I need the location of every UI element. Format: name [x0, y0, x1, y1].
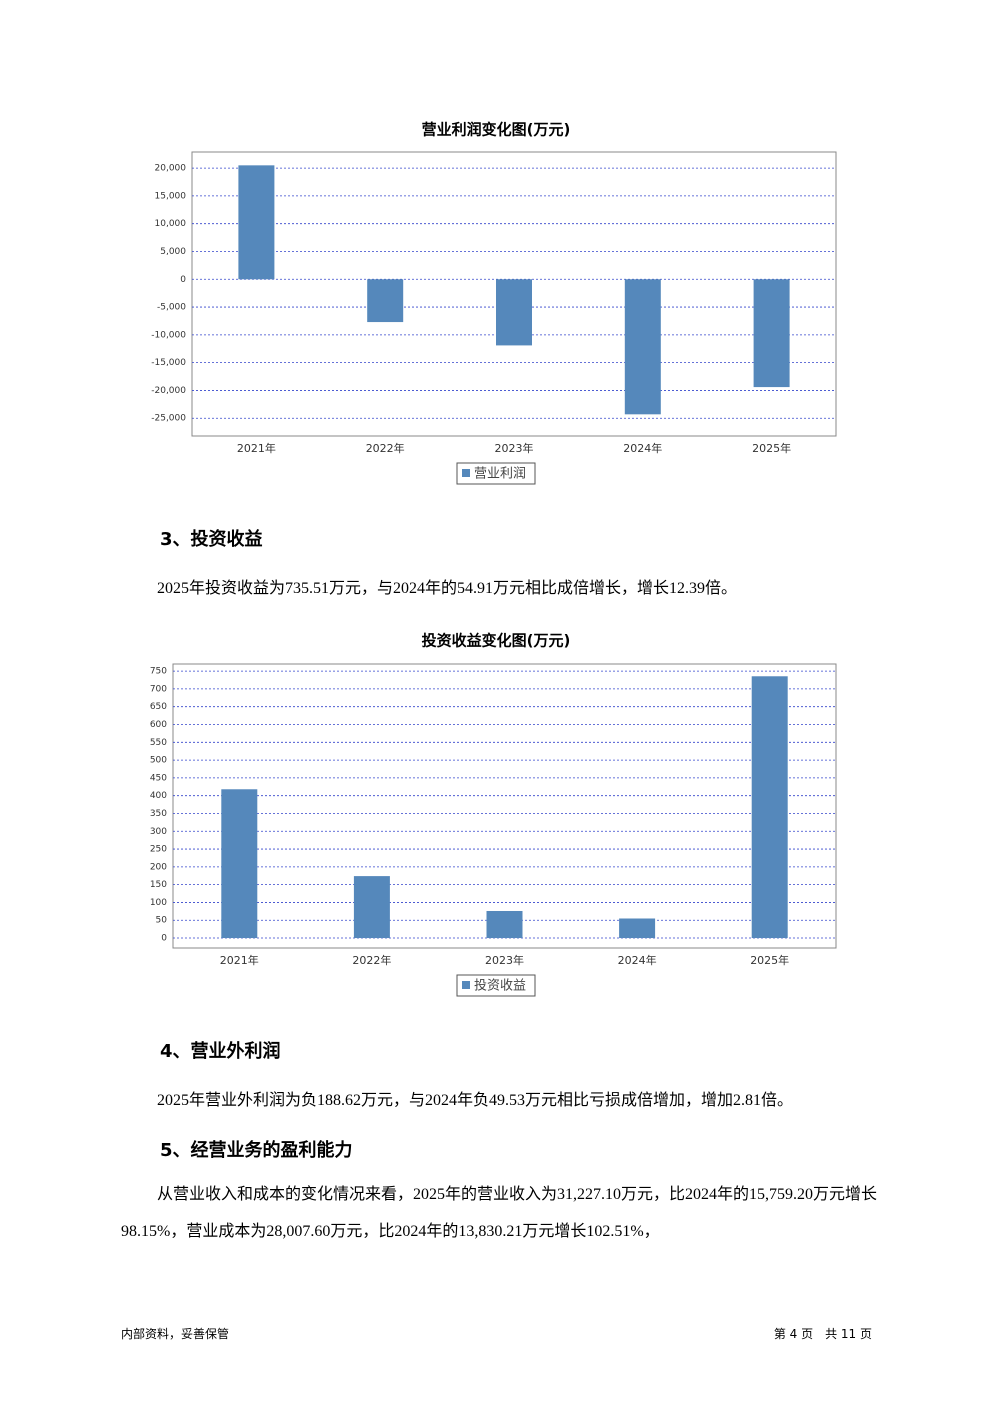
x-tick-label: 2022年: [352, 953, 391, 967]
paragraph: 从营业收入和成本的变化情况来看，2025年的营业收入为31,227.10万元，比…: [121, 1186, 878, 1240]
legend-label: 营业利润: [474, 467, 526, 482]
y-tick-label: 750: [150, 667, 167, 677]
x-tick-label: 2023年: [485, 953, 524, 967]
y-tick-label: 300: [150, 827, 167, 837]
y-tick-label: 700: [150, 684, 167, 694]
legend-label: 投资收益: [474, 978, 526, 994]
y-tick-label: 250: [150, 845, 167, 855]
y-tick-label: -5,000: [157, 303, 186, 313]
bar: [221, 789, 258, 939]
y-tick-label: 400: [150, 791, 167, 801]
heading: 3、投资收益: [160, 529, 263, 550]
bar: [496, 279, 532, 346]
bar: [751, 676, 788, 939]
legend-box: [456, 462, 536, 485]
y-tick-label: 650: [150, 702, 167, 712]
y-tick-label: 100: [150, 898, 167, 908]
y-tick-label: 20,000: [155, 164, 187, 174]
y-tick-label: -10,000: [151, 330, 186, 340]
y-tick-label: 50: [156, 916, 168, 926]
y-tick-label: 10,000: [155, 219, 187, 229]
paragraph: 2025年营业外利润为负188.62万元，与2024年负49.53万元相比亏损成…: [157, 1092, 794, 1109]
x-tick-label: 2021年: [237, 441, 276, 455]
bar: [238, 165, 275, 280]
x-tick-label: 2023年: [495, 441, 534, 455]
bar: [624, 279, 661, 415]
x-tick-label: 2025年: [752, 441, 791, 455]
y-tick-label: -25,000: [151, 414, 186, 424]
legend-swatch: [462, 981, 470, 989]
bar: [353, 876, 390, 939]
bar: [753, 279, 790, 388]
x-tick-label: 2025年: [750, 953, 789, 967]
y-tick-label: -15,000: [151, 358, 186, 368]
legend-box: [456, 974, 536, 997]
bar: [486, 910, 523, 939]
y-tick-label: 0: [180, 275, 186, 285]
x-tick-label: 2024年: [623, 441, 662, 455]
bar: [619, 918, 656, 939]
heading: 4、营业外利润: [160, 1041, 281, 1062]
y-tick-label: 15,000: [155, 191, 187, 201]
y-tick-label: 450: [150, 773, 167, 783]
y-tick-label: 150: [150, 880, 167, 890]
footer-right: 第 4 页 共 11 页: [773, 1327, 872, 1341]
y-tick-label: 550: [150, 738, 167, 748]
chart-title: 营业利润变化图(万元): [422, 121, 571, 139]
y-tick-label: -20,000: [151, 386, 186, 396]
bar: [367, 279, 404, 323]
heading: 5、经营业务的盈利能力: [160, 1140, 353, 1161]
paragraph: 2025年投资收益为735.51万元，与2024年的54.91万元相比成倍增长，…: [157, 580, 738, 597]
x-tick-label: 2022年: [366, 441, 405, 455]
x-tick-label: 2021年: [220, 953, 259, 967]
y-tick-label: 200: [150, 862, 167, 872]
legend-swatch: [462, 469, 470, 477]
chart-title: 投资收益变化图(万元): [422, 632, 571, 650]
plot-frame: [191, 151, 837, 437]
y-tick-label: 600: [150, 720, 167, 730]
footer-left: 内部资料，妥善保管: [121, 1327, 230, 1341]
plot-frame: [172, 663, 837, 949]
y-tick-label: 350: [150, 809, 167, 819]
y-tick-label: 500: [150, 756, 167, 766]
y-tick-label: 0: [161, 934, 167, 944]
x-tick-label: 2024年: [618, 953, 657, 967]
y-tick-label: 5,000: [160, 247, 186, 257]
